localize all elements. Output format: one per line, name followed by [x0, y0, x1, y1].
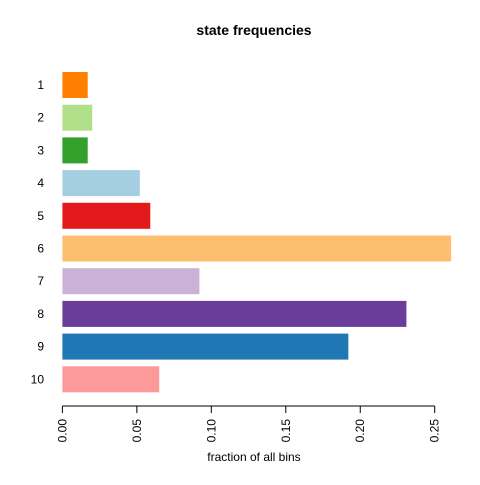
y-tick-label-4: 4 [37, 176, 44, 190]
bar-state-3 [62, 137, 87, 163]
y-tick-label-3: 3 [37, 143, 44, 157]
x-axis: 0.00 0.05 0.10 0.15 0.20 0.25 [55, 406, 441, 442]
y-tick-label-2: 2 [37, 111, 44, 125]
bar-state-4 [62, 170, 139, 196]
x-axis-label: fraction of all bins [207, 450, 300, 464]
y-tick-label-9: 9 [37, 340, 44, 354]
y-tick-label-7: 7 [37, 274, 44, 288]
y-tick-label-10: 10 [31, 372, 45, 386]
bar-state-2 [62, 105, 92, 131]
bar-state-6 [62, 236, 451, 262]
y-tick-label-8: 8 [37, 307, 44, 321]
bar-state-8 [62, 301, 406, 327]
y-tick-label-5: 5 [37, 209, 44, 223]
bar-state-7 [62, 268, 199, 294]
chart-title: state frequencies [196, 22, 311, 38]
x-tick-label: 0.10 [204, 419, 218, 443]
x-tick-label: 0.25 [428, 419, 442, 443]
bar-state-5 [62, 203, 150, 229]
bars-group [62, 72, 451, 392]
bar-state-1 [62, 72, 87, 98]
x-tick-label: 0.20 [353, 419, 367, 443]
x-tick-label: 0.00 [55, 419, 69, 443]
y-tick-labels: 1 2 3 4 5 6 7 8 9 10 [31, 78, 45, 386]
bar-state-10 [62, 366, 159, 392]
bar-state-9 [62, 334, 348, 360]
y-tick-label-6: 6 [37, 242, 44, 256]
x-tick-label: 0.05 [130, 419, 144, 443]
y-tick-label-1: 1 [37, 78, 44, 92]
x-tick-label: 0.15 [279, 419, 293, 443]
